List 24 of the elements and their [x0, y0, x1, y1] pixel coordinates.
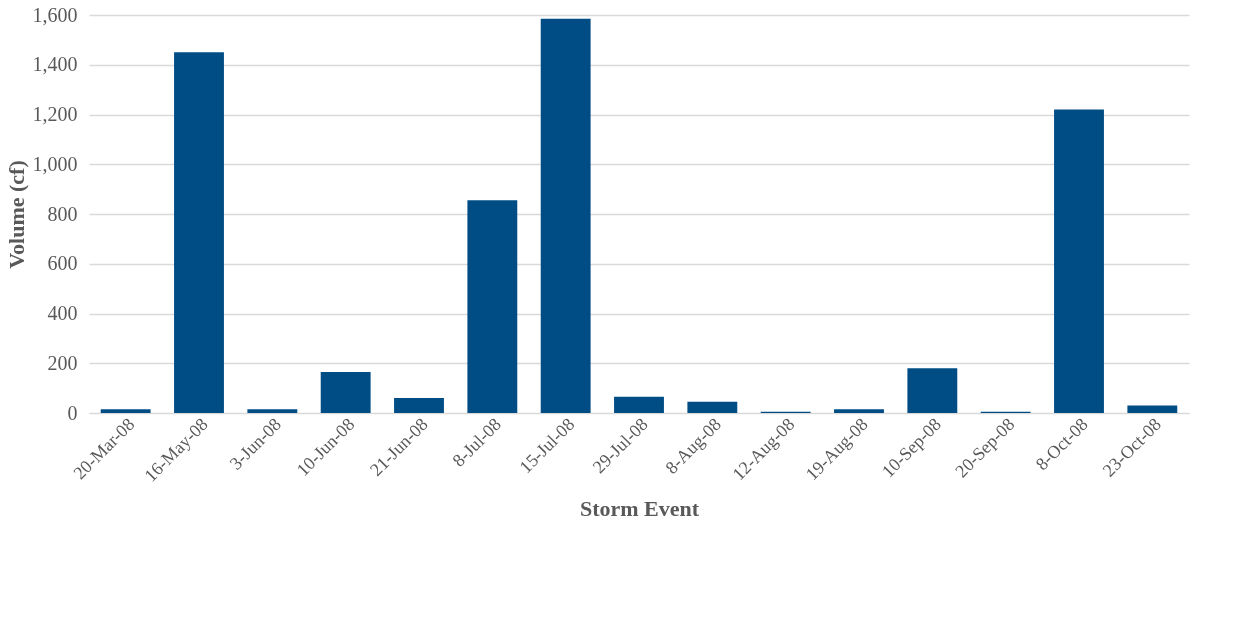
- y-tick-label: 600: [47, 252, 78, 275]
- bar: [907, 368, 958, 413]
- y-axis-title: Volume (cf): [3, 160, 29, 269]
- x-axis-title: Storm Event: [579, 496, 700, 522]
- y-tick-label: 800: [47, 202, 78, 225]
- bar: [540, 18, 591, 413]
- bar: [1127, 405, 1178, 413]
- y-tick-label: 1,000: [32, 152, 78, 175]
- bar: [467, 200, 518, 413]
- bar: [174, 52, 224, 413]
- bar: [394, 398, 444, 413]
- bar: [1054, 109, 1104, 413]
- y-tick-label: 400: [47, 302, 78, 324]
- y-tick-label: 200: [47, 351, 78, 374]
- bar: [834, 409, 884, 413]
- bar: [687, 401, 738, 413]
- bar: [320, 371, 371, 413]
- y-tick-label: 1,200: [32, 103, 78, 125]
- y-tick-label: 1,400: [32, 53, 78, 76]
- y-tick-label: 0: [67, 401, 78, 424]
- bar: [100, 409, 151, 413]
- bar: [247, 409, 298, 413]
- bar: [614, 396, 664, 413]
- y-tick-label: 1,600: [32, 3, 78, 26]
